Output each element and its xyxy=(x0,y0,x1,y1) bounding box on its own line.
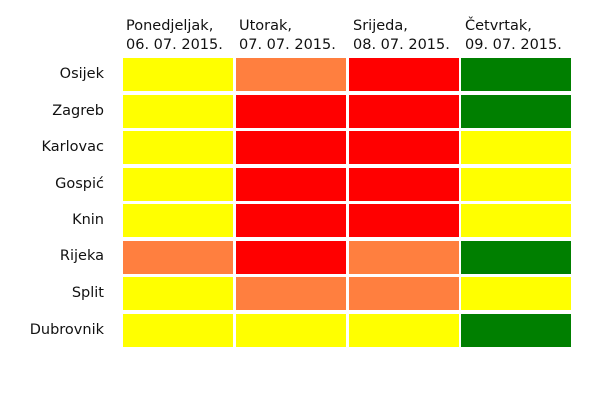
column-header-day: Utorak, xyxy=(239,18,293,34)
row-label-split: Split xyxy=(71,285,104,301)
column-header-day: Četvrtak, xyxy=(465,18,532,34)
heatmap-cell-karlovac-2 xyxy=(349,131,459,164)
heatmap-cell-split-2 xyxy=(349,277,459,310)
column-header-monday: Ponedjeljak, 06. 07. 2015. xyxy=(126,17,223,55)
heatmap-cell-split-3 xyxy=(461,277,571,310)
row-label-gospic: Gospić xyxy=(55,176,104,192)
heatmap-cell-osijek-1 xyxy=(236,58,346,91)
column-header-thursday: Četvrtak, 09. 07. 2015. xyxy=(465,17,562,55)
heatmap-cell-osijek-0 xyxy=(123,58,233,91)
row-label-rijeka: Rijeka xyxy=(59,248,104,264)
heatmap-cell-gospić-3 xyxy=(461,168,571,201)
heatmap-cell-zagreb-3 xyxy=(461,95,571,128)
column-header-day: Ponedjeljak, xyxy=(126,18,214,34)
heatmap-cell-rijeka-2 xyxy=(349,241,459,274)
heatmap-cell-split-0 xyxy=(123,277,233,310)
heatmap-cell-zagreb-1 xyxy=(236,95,346,128)
heatmap-cell-gospić-0 xyxy=(123,168,233,201)
column-header-date: 08. 07. 2015. xyxy=(353,37,450,53)
column-header-day: Srijeda, xyxy=(353,18,408,34)
column-header-wednesday: Srijeda, 08. 07. 2015. xyxy=(353,17,450,55)
heatmap-cell-knin-3 xyxy=(461,204,571,237)
heatmap-cell-dubrovnik-1 xyxy=(236,314,346,347)
heatmap-cell-rijeka-0 xyxy=(123,241,233,274)
heatmap-cell-dubrovnik-3 xyxy=(461,314,571,347)
heatmap-cell-dubrovnik-2 xyxy=(349,314,459,347)
heatmap-cell-dubrovnik-0 xyxy=(123,314,233,347)
heatmap-cell-knin-2 xyxy=(349,204,459,237)
column-header-date: 07. 07. 2015. xyxy=(239,37,336,53)
column-header-date: 09. 07. 2015. xyxy=(465,37,562,53)
row-label-zagreb: Zagreb xyxy=(52,103,104,119)
heatmap-cell-osijek-3 xyxy=(461,58,571,91)
heatmap-cell-gospić-1 xyxy=(236,168,346,201)
row-label-karlovac: Karlovac xyxy=(41,139,104,155)
row-label-dubrovnik: Dubrovnik xyxy=(29,322,104,338)
heatmap-cell-gospić-2 xyxy=(349,168,459,201)
heatmap-cell-karlovac-3 xyxy=(461,131,571,164)
heatmap-cell-knin-0 xyxy=(123,204,233,237)
heatmap-cell-karlovac-1 xyxy=(236,131,346,164)
heatmap-cell-zagreb-2 xyxy=(349,95,459,128)
row-label-osijek: Osijek xyxy=(59,66,104,82)
row-label-knin: Knin xyxy=(72,212,104,228)
heatmap-cell-osijek-2 xyxy=(349,58,459,91)
column-header-tuesday: Utorak, 07. 07. 2015. xyxy=(239,17,336,55)
heatmap-cell-rijeka-1 xyxy=(236,241,346,274)
heatmap-cell-knin-1 xyxy=(236,204,346,237)
heatmap-cell-zagreb-0 xyxy=(123,95,233,128)
heatmap-cell-rijeka-3 xyxy=(461,241,571,274)
heatmap-cell-split-1 xyxy=(236,277,346,310)
heatmap-cell-karlovac-0 xyxy=(123,131,233,164)
column-header-date: 06. 07. 2015. xyxy=(126,37,223,53)
